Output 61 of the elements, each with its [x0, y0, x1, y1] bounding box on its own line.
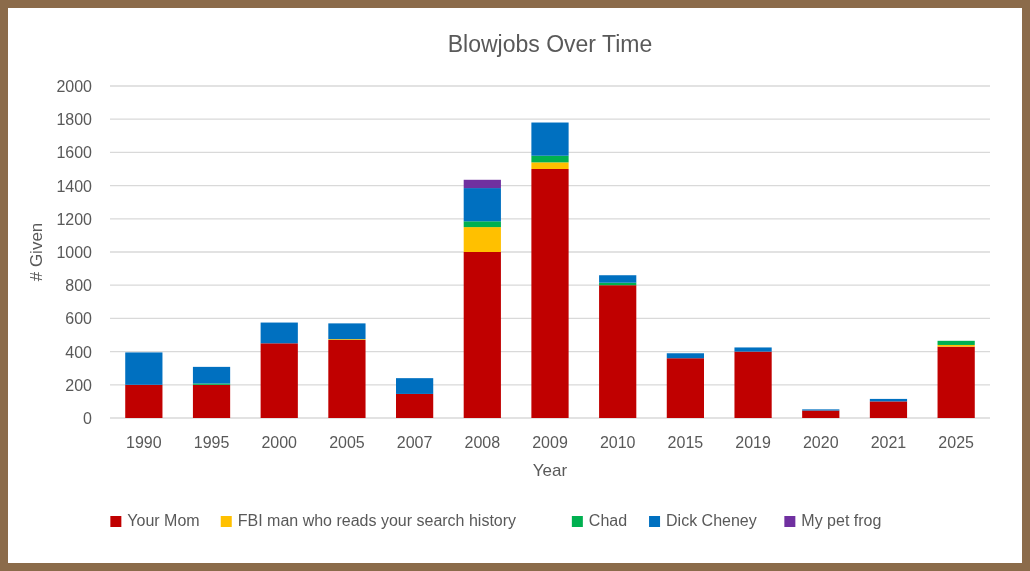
bar: [260, 343, 298, 418]
bar: [192, 384, 231, 418]
y-tick-label: 1200: [56, 210, 93, 228]
bar: [396, 393, 434, 418]
legend-label: FBI man who reads your search history: [237, 512, 517, 529]
y-tick-label: 1800: [56, 111, 93, 129]
y-tick-label: 1400: [56, 177, 93, 195]
bar: [192, 366, 231, 384]
bar: [734, 347, 772, 352]
y-tick-label: 200: [65, 376, 93, 394]
bar: [125, 384, 163, 418]
y-tick-label: 2000: [56, 78, 93, 95]
bar: [869, 401, 908, 418]
bar: [802, 410, 840, 418]
x-tick-label: 2015: [667, 434, 704, 451]
x-tick-label: 2009: [532, 434, 568, 451]
x-tick-label: 2020: [802, 434, 839, 451]
x-axis-title: Year: [532, 461, 568, 480]
chart-title: Blowjobs Over Time: [447, 31, 653, 57]
legend-label: My pet frog: [801, 512, 882, 529]
legend-label: Your Mom: [127, 512, 200, 529]
x-tick-label: 1995: [193, 434, 230, 451]
legend-label: Dick Cheney: [666, 512, 757, 529]
x-tick-label: 2007: [396, 434, 433, 451]
legend-label: Chad: [588, 512, 628, 529]
bar: [328, 323, 366, 340]
x-tick-label: 2010: [599, 434, 636, 451]
x-tick-label: 2021: [870, 434, 907, 451]
bar: [463, 221, 501, 228]
y-tick-label: 1600: [56, 144, 93, 162]
x-tick-label: 2008: [464, 434, 501, 451]
bar: [937, 346, 975, 418]
bar: [463, 179, 501, 189]
bar: [328, 339, 366, 418]
bar: [463, 252, 501, 418]
bar: [531, 122, 569, 156]
x-tick-label: 1990: [126, 434, 162, 451]
bar: [396, 378, 434, 394]
x-tick-label: 2000: [261, 434, 298, 451]
bar: [531, 162, 569, 169]
y-axis-title: # Given: [27, 222, 46, 282]
bar: [531, 155, 569, 163]
y-tick-label: 600: [65, 310, 93, 328]
bar: [599, 275, 637, 283]
bar: [463, 188, 501, 222]
bar: [531, 169, 569, 418]
y-tick-label: 1000: [56, 244, 93, 261]
y-tick-label: 0: [83, 410, 93, 427]
bar: [260, 322, 298, 344]
bar: [463, 227, 501, 252]
bar: [599, 285, 637, 418]
bar: [666, 353, 704, 359]
bar: [937, 340, 975, 345]
x-tick-label: 2005: [329, 434, 365, 451]
x-tick-label: 2025: [938, 434, 975, 451]
y-tick-label: 800: [65, 277, 93, 295]
y-tick-label: 400: [65, 343, 93, 361]
bar: [734, 351, 772, 418]
bar: [125, 352, 163, 385]
x-tick-label: 2019: [735, 434, 771, 451]
bar: [666, 358, 704, 418]
